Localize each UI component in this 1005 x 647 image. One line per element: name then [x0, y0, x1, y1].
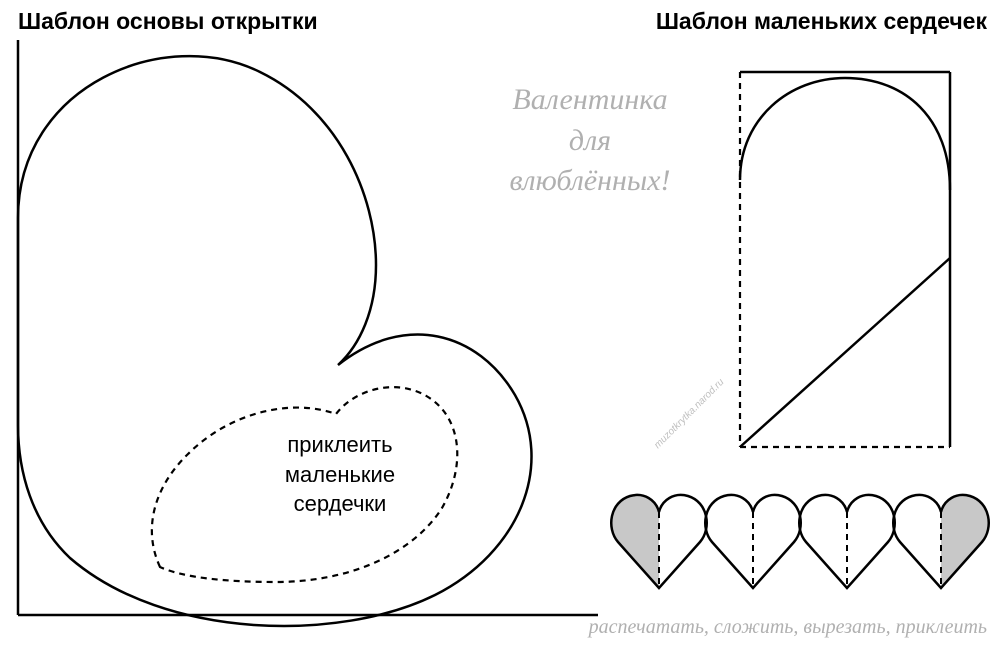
subtitle-text: Валентинка для влюблённых!	[470, 80, 710, 202]
bottom-instructions: распечатать, сложить, вырезать, приклеит…	[589, 616, 987, 639]
subtitle-line-2: для	[569, 124, 611, 157]
small-heart-template	[740, 72, 950, 447]
inner-label-line-3: сердечки	[294, 491, 387, 516]
subtitle-line-3: влюблённых!	[510, 164, 671, 197]
large-heart-outline	[18, 56, 532, 626]
inner-label: приклеить маленькие сердечки	[255, 430, 425, 519]
inner-label-line-2: маленькие	[285, 462, 395, 487]
title-left: Шаблон основы открытки	[18, 8, 318, 35]
heart-chain	[611, 495, 989, 588]
inner-label-line-1: приклеить	[287, 432, 392, 457]
title-right: Шаблон маленьких сердечек	[656, 8, 987, 35]
subtitle-line-1: Валентинка	[512, 83, 667, 116]
